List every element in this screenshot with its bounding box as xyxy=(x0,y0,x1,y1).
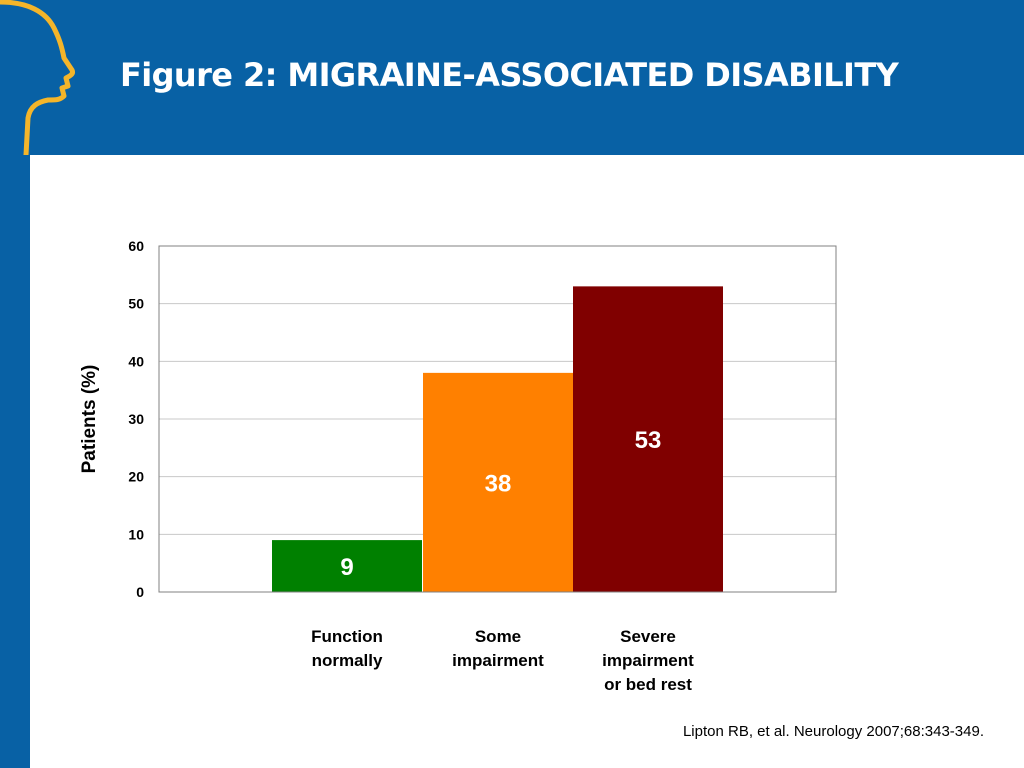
bar xyxy=(573,286,723,592)
bar xyxy=(272,540,422,592)
bar-value-label: 53 xyxy=(635,427,662,454)
citation: Lipton RB, et al. Neurology 2007;68:343-… xyxy=(682,723,984,740)
category-label-function-normally: Function normally xyxy=(272,625,422,673)
y-axis-title: Patients (%) xyxy=(79,365,100,474)
head-profile-icon xyxy=(0,0,75,155)
bar-value-label: 9 xyxy=(340,554,353,581)
category-label-line: impairment xyxy=(452,651,544,670)
y-tick-label: 30 xyxy=(128,411,144,427)
slide-header: Figure 2: MIGRAINE-ASSOCIATED DISABILITY xyxy=(0,0,1024,155)
slide-title: Figure 2: MIGRAINE-ASSOCIATED DISABILITY xyxy=(120,56,899,94)
plot-frame xyxy=(158,245,837,593)
category-label-line: impairment xyxy=(602,651,694,670)
y-tick-label: 50 xyxy=(128,296,144,312)
category-label-line: normally xyxy=(311,651,383,670)
y-tick-label: 10 xyxy=(128,526,144,542)
y-tick-label: 60 xyxy=(128,238,144,254)
y-tick-label: 20 xyxy=(128,469,144,485)
category-label-line: Function xyxy=(311,627,383,646)
bar-value-label: 38 xyxy=(485,470,512,497)
category-label-line: Severe xyxy=(620,627,676,646)
y-tick-label: 0 xyxy=(136,584,144,600)
bar xyxy=(423,372,573,592)
category-label-some-impairment: Some impairment xyxy=(423,625,573,673)
y-tick-label: 40 xyxy=(128,353,144,369)
category-label-severe-impairment: Severe impairment or bed rest xyxy=(573,625,723,697)
category-label-line: or bed rest xyxy=(604,675,692,694)
category-label-line: Some xyxy=(474,627,522,646)
